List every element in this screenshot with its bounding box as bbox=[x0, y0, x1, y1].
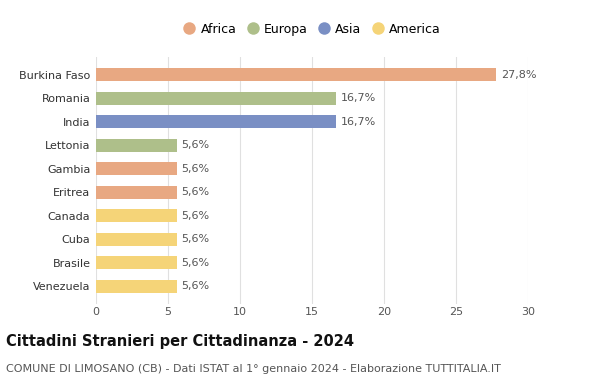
Text: 5,6%: 5,6% bbox=[181, 164, 209, 174]
Text: Cittadini Stranieri per Cittadinanza - 2024: Cittadini Stranieri per Cittadinanza - 2… bbox=[6, 334, 354, 349]
Bar bbox=[96, 92, 337, 105]
Text: 5,6%: 5,6% bbox=[181, 234, 209, 244]
Bar bbox=[96, 162, 176, 175]
Bar bbox=[96, 115, 337, 128]
Bar bbox=[96, 186, 176, 199]
Text: 5,6%: 5,6% bbox=[181, 281, 209, 291]
Text: 5,6%: 5,6% bbox=[181, 211, 209, 221]
Bar bbox=[96, 139, 176, 152]
Text: 5,6%: 5,6% bbox=[181, 258, 209, 268]
Text: 27,8%: 27,8% bbox=[500, 70, 536, 80]
Text: 5,6%: 5,6% bbox=[181, 140, 209, 150]
Text: 5,6%: 5,6% bbox=[181, 187, 209, 197]
Bar bbox=[96, 256, 176, 269]
Text: 16,7%: 16,7% bbox=[341, 93, 376, 103]
Text: COMUNE DI LIMOSANO (CB) - Dati ISTAT al 1° gennaio 2024 - Elaborazione TUTTITALI: COMUNE DI LIMOSANO (CB) - Dati ISTAT al … bbox=[6, 364, 501, 374]
Legend: Africa, Europa, Asia, America: Africa, Europa, Asia, America bbox=[179, 19, 445, 39]
Bar bbox=[96, 280, 176, 293]
Bar bbox=[96, 233, 176, 246]
Text: 16,7%: 16,7% bbox=[341, 117, 376, 127]
Bar bbox=[96, 209, 176, 222]
Bar bbox=[96, 68, 496, 81]
